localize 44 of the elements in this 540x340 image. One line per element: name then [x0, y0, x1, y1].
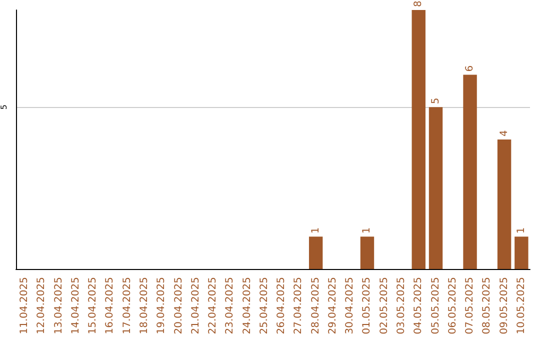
x-tick-label: 27.04.2025: [293, 277, 304, 334]
x-tick-label: 17.04.2025: [122, 277, 133, 334]
x-tick-label: 23.04.2025: [224, 277, 236, 334]
x-tick-label: 29.04.2025: [327, 277, 338, 334]
x-tick-label: 19.04.2025: [156, 277, 168, 334]
x-tick-label: 07.05.2025: [464, 277, 476, 334]
x-tick-label: 20.04.2025: [173, 277, 184, 334]
x-tick-label: 22.04.2025: [208, 277, 219, 334]
bar: [428, 107, 443, 269]
x-tick-label: 14.04.2025: [70, 277, 82, 334]
data-label: 1: [310, 227, 322, 234]
x-tick-label: 08.05.2025: [482, 277, 493, 334]
x-tick-label: 21.04.2025: [190, 277, 202, 334]
bar: [360, 236, 374, 269]
x-tick-label: 18.04.2025: [139, 277, 150, 334]
bar: [412, 10, 426, 269]
x-tick-label: 10.05.2025: [516, 277, 527, 334]
x-tick-label: 05.05.2025: [430, 277, 442, 334]
x-tick-label: 04.05.2025: [413, 277, 424, 334]
data-label: 1: [516, 227, 527, 234]
data-label: 4: [498, 130, 510, 136]
x-tick-label: 30.04.2025: [344, 277, 356, 334]
data-label: 5: [430, 98, 442, 104]
data-label: 8: [413, 0, 424, 7]
x-tick-label: 25.04.2025: [258, 277, 270, 334]
x-tick-label: 26.04.2025: [276, 277, 288, 334]
bar: [463, 74, 477, 269]
x-tick-label: 24.04.2025: [242, 277, 253, 334]
x-tick-label: 03.05.2025: [396, 277, 407, 334]
x-tick-label: 06.05.2025: [447, 277, 458, 334]
x-tick-label: 09.05.2025: [498, 277, 510, 334]
x-tick-label: 16.04.2025: [104, 277, 116, 334]
x-tick-label: 15.04.2025: [88, 277, 99, 334]
x-tick-label: 12.04.2025: [36, 277, 48, 334]
x-tick-label: 11.04.2025: [19, 277, 30, 334]
x-tick-label: 13.04.2025: [53, 277, 64, 334]
data-label: 6: [464, 65, 476, 72]
bar: [514, 236, 528, 269]
x-tick-label: 01.05.2025: [362, 277, 373, 334]
x-tick-label: 28.04.2025: [310, 277, 322, 334]
x-tick-label: 02.05.2025: [378, 277, 390, 334]
bar: [308, 236, 323, 269]
bar: [497, 140, 512, 269]
data-label: 1: [362, 227, 373, 234]
